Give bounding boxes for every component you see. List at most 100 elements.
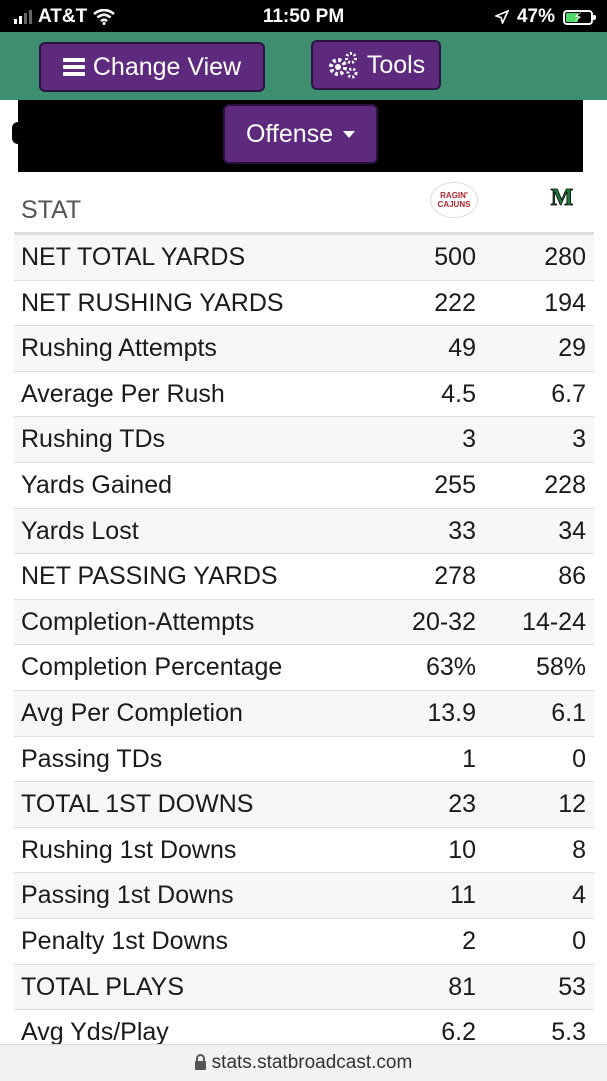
clock: 11:50 PM [262,6,345,27]
table-row: Avg Per Completion 13.9 6.1 [14,690,594,737]
table-body: NET TOTAL YARDS 500 280 NET RUSHING YARDS 22… [14,235,594,1056]
team1-value: 11 [450,881,476,910]
team1-value: 6.2 [441,1018,476,1047]
team1-value: 81 [448,972,476,1001]
toolbar: Change View Tools [0,32,607,100]
table-row: Yards Lost 33 34 [14,508,594,555]
hamburger-icon [62,58,85,76]
team2-value: 4 [572,881,586,910]
lock-icon [194,1054,206,1070]
stat-label: Passing 1st Downs [21,881,234,910]
table-row: Rushing TDs 3 3 [14,417,594,463]
stat-label: NET TOTAL YARDS [21,243,246,271]
table-row: Rushing Attempts 49 29 [14,326,594,372]
table-row: NET RUSHING YARDS 222 194 [14,281,594,327]
stat-label: Rushing 1st Downs [21,835,237,864]
status-left: AT&T [14,6,116,28]
svg-text:M: M [551,185,574,211]
team1-value: 10 [448,835,476,864]
stat-label: Penalty 1st Downs [21,926,229,955]
team2-value: 12 [558,790,586,819]
team1-value: 33 [448,516,476,545]
team1-value: 255 [434,470,476,499]
stat-label: Avg Yds/Play [21,1018,169,1047]
table-row: Avg Yds/Play 6.2 5.3 [14,1010,594,1056]
team2-value: 8 [572,835,586,864]
location-arrow-icon [494,10,509,24]
stat-label: Rushing TDs [21,425,166,454]
table-row: Passing 1st Downs 11 4 [14,873,594,919]
battery-percent: 47% [516,6,555,27]
team1-value: 63% [425,653,476,682]
team1-value: 222 [434,288,476,317]
tools-button[interactable]: Tools [311,40,441,90]
stat-column-header: STAT [21,196,82,224]
team2-value: 5.3 [551,1018,586,1047]
table-row: TOTAL PLAYS 81 53 [14,964,594,1011]
url-bar[interactable]: stats.statbroadcast.com [0,1044,607,1081]
team2-value: 228 [544,470,586,499]
stat-label: Yards Lost [21,516,139,545]
marshall-logo: M [539,182,585,212]
stat-label: Average Per Rush [21,379,225,408]
team2-value: 194 [544,288,586,317]
team1-value: 500 [434,243,476,271]
team1-value: 2 [462,926,476,955]
status-right: 47% ⚡ [494,6,596,28]
team2-value: 6.1 [551,698,586,727]
table-row: Passing TDs 1 0 [14,737,594,783]
team1-value: 4.5 [441,379,476,408]
url-text: stats.statbroadcast.com [211,1052,413,1073]
stat-label: Yards Gained [21,470,173,499]
team1-value: 23 [448,790,476,819]
tools-label: Tools [366,50,426,79]
band-edge [12,122,22,144]
team2-value: 6.7 [551,379,586,408]
table-row: NET TOTAL YARDS 500 280 [14,235,594,281]
team2-value: 34 [558,516,586,545]
team2-value: 58% [535,653,586,682]
ragin-cajuns-logo: RAGIN' CAJUNS [430,182,478,218]
carrier-label: AT&T [38,6,88,27]
wifi-icon [93,9,116,25]
offense-dropdown-label: Offense [245,119,334,148]
table-row: Rushing 1st Downs 10 8 [14,828,594,874]
table-row: Yards Gained 255 228 [14,463,594,509]
gears-icon [328,52,358,79]
table-header: STAT RAGIN' CAJUNS M [14,172,594,235]
table-row: Completion-Attempts 20-32 14-24 [14,599,594,646]
table-row: TOTAL 1ST DOWNS 23 12 [14,782,594,828]
offense-dropdown[interactable]: Offense [223,104,378,164]
stat-label: TOTAL 1ST DOWNS [21,790,254,819]
team1-value: 13.9 [427,698,476,727]
stat-label: NET RUSHING YARDS [21,288,284,317]
table-row: NET PASSING YARDS 278 86 [14,554,594,600]
caret-down-icon [343,130,356,138]
stat-label: NET PASSING YARDS [21,562,278,591]
stat-label: Completion Percentage [21,653,283,682]
team2-value: 0 [572,926,586,955]
stat-label: Completion-Attempts [21,607,255,636]
status-bar: AT&T 11:50 PM 47% ⚡ [0,0,607,32]
stat-label: Rushing Attempts [21,334,217,363]
table-row: Penalty 1st Downs 2 0 [14,919,594,965]
team1-value: 1 [462,744,476,773]
change-view-label: Change View [92,52,242,81]
signal-icon [14,10,32,24]
team2-value: 29 [558,334,586,363]
stats-table: STAT RAGIN' CAJUNS M NET TOTAL YARDS 500 2… [14,172,594,1056]
team2-value: 3 [572,425,586,454]
team1-value: 3 [462,425,476,454]
stat-label: Avg Per Completion [21,698,243,727]
team2-value: 14-24 [522,607,586,636]
team2-value: 53 [558,972,586,1001]
team2-value: 0 [572,744,586,773]
change-view-button[interactable]: Change View [39,42,265,92]
team1-value: 49 [448,334,476,363]
team2-value: 86 [558,562,586,591]
table-row: Average Per Rush 4.5 6.7 [14,372,594,418]
battery-icon: ⚡ [563,9,596,25]
stat-label: TOTAL PLAYS [21,972,185,1001]
team1-value: 20-32 [412,607,476,636]
team2-value: 280 [544,243,586,271]
